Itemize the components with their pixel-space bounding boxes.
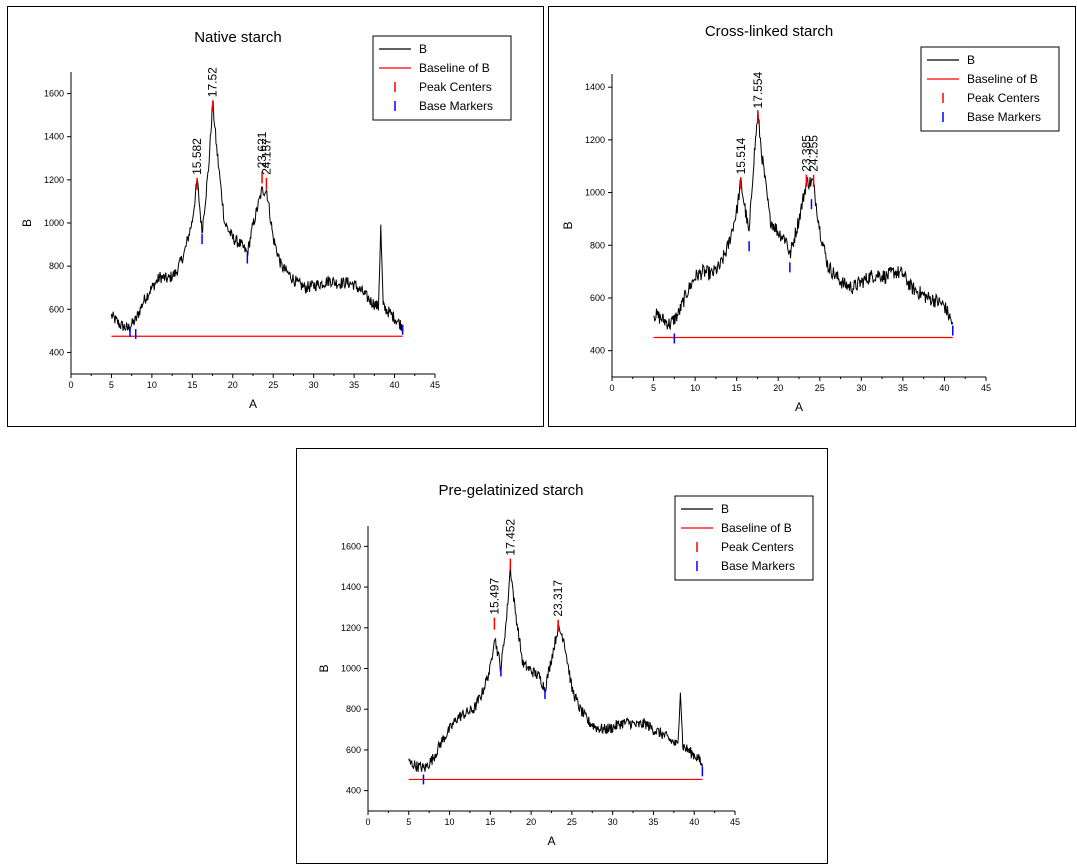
x-tick-label: 45 <box>730 817 740 827</box>
x-tick-label: 45 <box>981 383 991 393</box>
x-tick-label: 0 <box>68 380 73 390</box>
x-tick-label: 35 <box>349 380 359 390</box>
y-tick-label: 1000 <box>341 664 361 674</box>
peak-label: 24.255 <box>807 135 821 172</box>
y-axis-label: B <box>317 664 331 672</box>
chart-panel-native: Native starch 0 5 10 15 20 25 30 35 40 45 400 600 800… <box>7 6 544 427</box>
x-tick-label: 10 <box>147 380 157 390</box>
y-tick-label: 1000 <box>585 188 605 198</box>
peak-label: 17.52 <box>206 67 220 97</box>
x-tick-label: 20 <box>526 817 536 827</box>
y-tick-label: 600 <box>346 745 361 755</box>
x-tick-label: 5 <box>651 383 656 393</box>
x-tick-label: 0 <box>609 383 614 393</box>
y-tick-label: 400 <box>590 346 605 356</box>
x-tick-label: 30 <box>608 817 618 827</box>
chart-svg-pregelatinized: Pre-gelatinized starch 0 5 10 15 20 25 30 35 40 45… <box>317 482 814 848</box>
x-tick-label: 15 <box>732 383 742 393</box>
chart-title: Cross-linked starch <box>705 23 833 40</box>
legend-label: Peak Centers <box>967 91 1040 105</box>
legend-label: B <box>419 42 427 56</box>
peak-label: 17.554 <box>751 71 765 108</box>
legend-label: Base Markers <box>721 559 795 573</box>
series-b-line <box>653 110 954 331</box>
y-tick-label: 400 <box>346 786 361 796</box>
peak-label: 15.497 <box>487 578 501 615</box>
chart-title: Pre-gelatinized starch <box>438 482 583 499</box>
legend-label: Peak Centers <box>721 540 794 554</box>
x-tick-label: 40 <box>689 817 699 827</box>
series-b-line <box>110 101 404 332</box>
peak-label: 24.157 <box>259 138 273 175</box>
x-tick-label: 10 <box>445 817 455 827</box>
x-tick-label: 25 <box>815 383 825 393</box>
x-tick-label: 15 <box>187 380 197 390</box>
y-tick-label: 800 <box>346 704 361 714</box>
x-tick-label: 0 <box>365 817 370 827</box>
legend-box <box>372 35 512 121</box>
legend-label: Base Markers <box>967 110 1041 124</box>
x-tick-label: 35 <box>898 383 908 393</box>
chart-title: Native starch <box>194 29 282 46</box>
y-tick-label: 1600 <box>44 89 64 99</box>
y-tick-label: 1200 <box>341 623 361 633</box>
x-tick-label: 40 <box>390 380 400 390</box>
legend-label: Base Markers <box>419 99 493 113</box>
y-tick-label: 400 <box>49 347 64 357</box>
x-tick-label: 15 <box>485 817 495 827</box>
legend-box <box>674 495 814 581</box>
legend: B Baseline of B Peak Centers Base Markers <box>674 495 814 581</box>
legend-box <box>920 46 1060 132</box>
x-tick-label: 20 <box>228 380 238 390</box>
chart-panel-crosslinked: Cross-linked starch 0 5 10 15 20 25 30 35 40 45 400… <box>548 6 1076 427</box>
y-tick-label: 600 <box>49 304 64 314</box>
legend-label: Peak Centers <box>419 80 492 94</box>
y-tick-label: 600 <box>590 293 605 303</box>
peak-label: 23.317 <box>551 580 565 617</box>
legend-label: B <box>967 53 975 67</box>
y-axis-label: B <box>561 221 575 229</box>
legend: B Baseline of B Peak Centers Base Markers <box>372 35 512 121</box>
x-tick-label: 25 <box>567 817 577 827</box>
x-axis-label: A <box>795 400 803 414</box>
y-tick-label: 1200 <box>585 135 605 145</box>
x-tick-label: 25 <box>268 380 278 390</box>
x-tick-label: 5 <box>406 817 411 827</box>
y-tick-label: 1400 <box>44 132 64 142</box>
x-tick-label: 10 <box>690 383 700 393</box>
x-axis-label: A <box>249 397 257 411</box>
legend: B Baseline of B Peak Centers Base Markers <box>920 46 1060 132</box>
x-tick-label: 45 <box>430 380 440 390</box>
chart-panel-pregelatinized: Pre-gelatinized starch 0 5 10 15 20 25 30 35 40 45… <box>296 448 828 864</box>
chart-svg-native: Native starch 0 5 10 15 20 25 30 35 40 45 400 600 800… <box>20 29 512 411</box>
x-axis-label: A <box>547 834 555 848</box>
peak-label: 15.514 <box>734 137 748 174</box>
y-tick-label: 800 <box>590 240 605 250</box>
y-tick-label: 1600 <box>341 541 361 551</box>
y-tick-label: 800 <box>49 261 64 271</box>
y-tick-label: 1200 <box>44 175 64 185</box>
y-tick-label: 1400 <box>341 582 361 592</box>
y-axis-label: B <box>20 219 34 227</box>
series-b-line <box>408 564 703 772</box>
legend-label: B <box>721 502 729 516</box>
legend-label: Baseline of B <box>967 72 1038 86</box>
legend-label: Baseline of B <box>419 61 490 75</box>
y-tick-label: 1400 <box>585 82 605 92</box>
x-tick-label: 35 <box>648 817 658 827</box>
x-tick-label: 40 <box>939 383 949 393</box>
x-tick-label: 30 <box>856 383 866 393</box>
legend-label: Baseline of B <box>721 521 792 535</box>
x-tick-label: 5 <box>109 380 114 390</box>
y-tick-label: 1000 <box>44 218 64 228</box>
peak-label: 15.582 <box>190 138 204 175</box>
peak-label: 23.385 <box>799 135 813 172</box>
chart-svg-crosslinked: Cross-linked starch 0 5 10 15 20 25 30 35 40 45 400… <box>561 23 1060 414</box>
x-tick-label: 30 <box>309 380 319 390</box>
x-tick-label: 20 <box>773 383 783 393</box>
peak-label: 17.452 <box>503 519 517 556</box>
peak-label: 23.621 <box>255 131 269 168</box>
